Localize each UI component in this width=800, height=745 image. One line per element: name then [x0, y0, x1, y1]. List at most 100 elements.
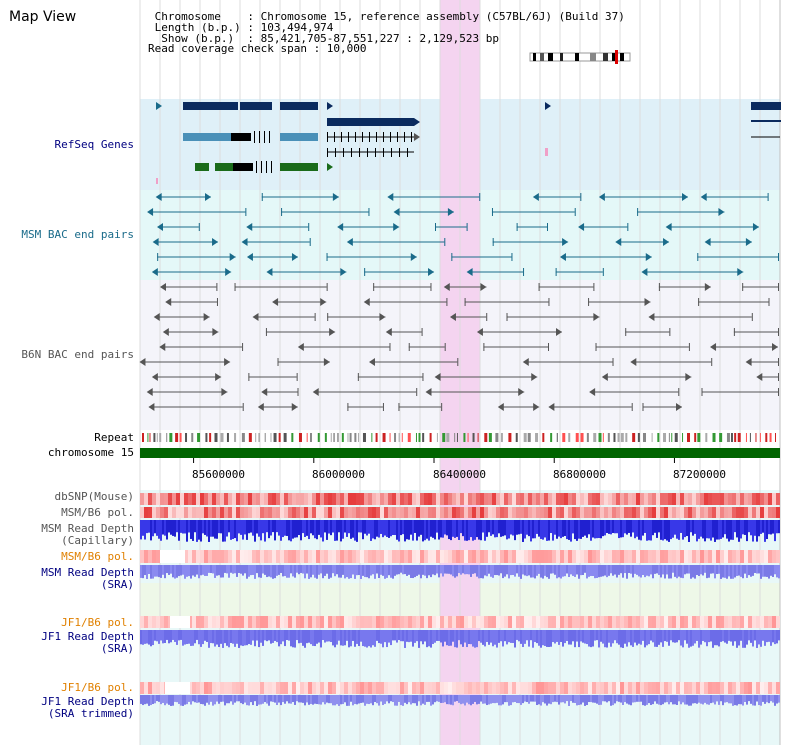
jf1-b6-pol-2-heat-cell[interactable] [332, 682, 336, 694]
jf1-depth-sra-bar[interactable] [532, 630, 534, 648]
repeat-element[interactable] [415, 433, 417, 442]
jf1-b6-pol-heat-cell[interactable] [252, 616, 256, 628]
b6n-bac-end-marker[interactable] [593, 313, 600, 321]
jf1-depth-sra-bar[interactable] [272, 630, 274, 643]
jf1-depth-sra-bar[interactable] [678, 630, 680, 641]
msm-bac-end-marker[interactable] [516, 223, 518, 231]
jf1-depth-sra-bar[interactable] [352, 630, 354, 641]
dbsnp-heat-cell[interactable] [560, 493, 564, 505]
jf1-depth-sra-bar[interactable] [228, 630, 230, 648]
msm-depth-sra-bar[interactable] [328, 565, 330, 579]
jf1-depth-sra-bar[interactable] [724, 630, 726, 643]
jf1-b6-pol-2-heat-cell[interactable] [680, 682, 684, 694]
msm-depth-sra-bar[interactable] [502, 565, 504, 579]
repeat-element[interactable] [354, 433, 357, 442]
msm-depth-sra-bar[interactable] [588, 565, 590, 577]
msm-depth-sra-bar[interactable] [628, 565, 630, 574]
msm-depth-sra-bar[interactable] [230, 565, 232, 573]
msm-depth-sra-bar[interactable] [198, 565, 200, 579]
msm-b6-pol-heat-cell[interactable] [408, 507, 412, 518]
dbsnp-heat-cell[interactable] [496, 493, 500, 505]
dbsnp-heat-cell[interactable] [440, 493, 444, 505]
jf1-depth-sra-bar[interactable] [198, 630, 200, 645]
msm-depth-sra-bar[interactable] [244, 565, 246, 574]
jf1-b6-pol-heat-cell[interactable] [672, 616, 676, 628]
msm-depth-sra-bar[interactable] [324, 565, 326, 576]
msm-depth-capillary-bar[interactable] [292, 520, 294, 539]
msm-depth-capillary-bar[interactable] [260, 520, 262, 541]
refseq-gene-exon[interactable] [280, 133, 318, 141]
refseq-gene-exon[interactable] [183, 102, 238, 110]
msm-bac-end-marker[interactable] [523, 268, 525, 276]
jf1-depth-trim-bar[interactable] [188, 695, 190, 702]
jf1-depth-trim-bar[interactable] [154, 695, 156, 704]
msm-depth-sra-bar[interactable] [266, 565, 268, 578]
jf1-depth-sra-bar[interactable] [434, 630, 436, 643]
dbsnp-heat-cell[interactable] [452, 493, 456, 505]
msm-depth-capillary-bar[interactable] [446, 520, 448, 536]
jf1-b6-pol-heat-cell[interactable] [308, 616, 312, 628]
msm-b6-pol-heat-cell[interactable] [428, 507, 432, 518]
msm-depth-capillary-bar[interactable] [522, 520, 524, 542]
dbsnp-heat-cell[interactable] [564, 493, 568, 505]
jf1-depth-trim-bar[interactable] [426, 695, 428, 702]
jf1-depth-trim-bar[interactable] [198, 695, 200, 703]
jf1-b6-pol-2-heat-cell[interactable] [620, 682, 624, 694]
msm-b6-pol-2-heat-cell[interactable] [692, 550, 696, 563]
msm-depth-sra-bar[interactable] [774, 565, 776, 575]
msm-b6-pol-2-heat-cell[interactable] [648, 550, 652, 563]
jf1-depth-sra-bar[interactable] [684, 630, 686, 641]
jf1-depth-sra-bar[interactable] [742, 630, 744, 648]
msm-b6-pol-heat-cell[interactable] [440, 507, 444, 518]
msm-b6-pol-heat-cell[interactable] [752, 507, 756, 518]
jf1-depth-sra-bar[interactable] [516, 630, 518, 640]
msm-b6-pol-2-heat-cell[interactable] [488, 550, 492, 563]
jf1-depth-sra-bar[interactable] [208, 630, 210, 648]
msm-depth-capillary-bar[interactable] [374, 520, 376, 540]
refseq-gene-strand-arrow[interactable] [156, 102, 162, 110]
msm-b6-pol-2-heat-cell[interactable] [500, 550, 504, 563]
msm-depth-sra-bar[interactable] [662, 565, 664, 575]
jf1-b6-pol-heat-cell[interactable] [196, 616, 200, 628]
repeat-element[interactable] [142, 433, 144, 442]
jf1-b6-pol-heat-cell[interactable] [564, 616, 568, 628]
msm-depth-sra-bar[interactable] [280, 565, 282, 573]
msm-bac-end-marker[interactable] [246, 253, 253, 261]
jf1-depth-trim-bar[interactable] [712, 695, 714, 703]
jf1-depth-sra-bar[interactable] [332, 630, 334, 646]
msm-depth-sra-bar[interactable] [358, 565, 360, 576]
jf1-depth-sra-bar[interactable] [204, 630, 206, 641]
jf1-b6-pol-2-heat-cell[interactable] [452, 682, 456, 694]
msm-b6-pol-2-heat-cell[interactable] [328, 550, 332, 563]
jf1-depth-trim-bar[interactable] [282, 695, 284, 703]
jf1-b6-pol-2-heat-cell[interactable] [420, 682, 424, 694]
jf1-b6-pol-2-heat-cell[interactable] [696, 682, 700, 694]
jf1-b6-pol-2-heat-cell[interactable] [364, 682, 368, 694]
jf1-b6-pol-2-heat-cell[interactable] [492, 682, 496, 694]
msm-depth-capillary-bar[interactable] [696, 520, 698, 542]
msm-depth-capillary-bar[interactable] [738, 520, 740, 542]
jf1-depth-trim-bar[interactable] [422, 695, 424, 704]
dbsnp-heat-cell[interactable] [388, 493, 392, 505]
msm-depth-sra-bar[interactable] [612, 565, 614, 576]
msm-b6-pol-2-heat-cell[interactable] [272, 550, 276, 563]
dbsnp-heat-cell[interactable] [152, 493, 156, 505]
jf1-depth-trim-bar[interactable] [504, 695, 506, 703]
dbsnp-heat-cell[interactable] [212, 493, 216, 505]
msm-depth-sra-bar[interactable] [620, 565, 622, 574]
msm-depth-sra-bar[interactable] [468, 565, 470, 575]
jf1-depth-sra-bar[interactable] [460, 630, 462, 645]
msm-depth-capillary-bar[interactable] [542, 520, 544, 540]
msm-bac-end-marker[interactable] [447, 208, 454, 216]
jf1-depth-trim-bar[interactable] [586, 695, 588, 706]
msm-bac-end-marker[interactable] [152, 238, 159, 246]
msm-bac-end-marker[interactable] [555, 268, 557, 276]
msm-depth-sra-bar[interactable] [160, 565, 162, 578]
dbsnp-heat-cell[interactable] [552, 493, 556, 505]
jf1-depth-sra-bar[interactable] [234, 630, 236, 647]
jf1-depth-trim-bar[interactable] [140, 695, 142, 704]
msm-depth-sra-bar[interactable] [742, 565, 744, 579]
jf1-b6-pol-heat-cell[interactable] [620, 616, 624, 628]
repeat-element[interactable] [580, 433, 584, 442]
